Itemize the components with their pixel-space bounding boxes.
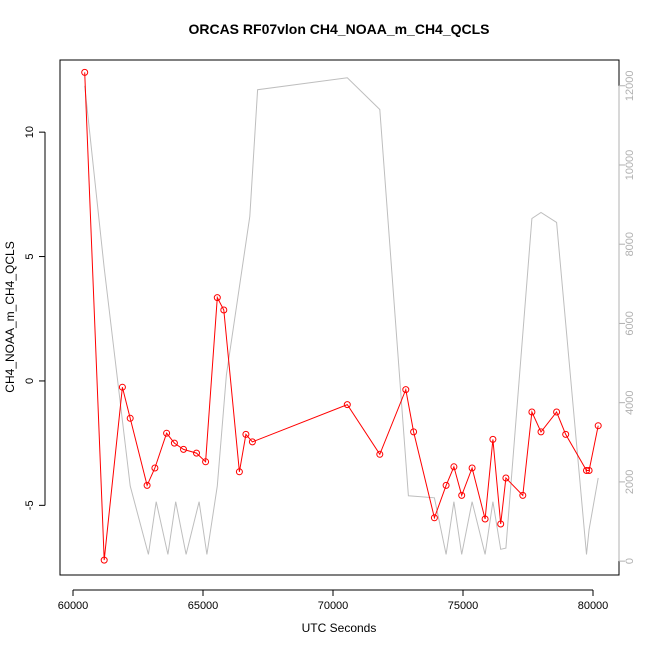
y2-tick-label: 8000 [624,232,636,256]
data-point-31 [537,428,545,436]
x-tick-label: 70000 [318,600,349,612]
data-point-0 [81,68,89,76]
y-tick-label: 10 [24,126,36,138]
y-tick-label: -5 [24,500,36,510]
data-point-14 [242,430,250,438]
data-point-33 [562,430,570,438]
data-point-32 [553,408,561,416]
right-axis-series-line [84,77,599,555]
data-point-23 [458,491,466,499]
data-point-2 [118,383,126,391]
y-tick-label: 0 [24,378,36,384]
data-point-18 [402,386,410,394]
chart-title: ORCAS RF07vlon CH4_NOAA_m_CH4_QCLS [188,21,489,37]
data-point-7 [170,439,178,447]
data-point-16 [343,401,351,409]
y-axis-right: 0 2000 4000 6000 8000 10000 12000 [618,71,636,564]
data-point-15 [248,438,256,446]
x-tick-label: 75000 [448,600,479,612]
x-axis-label: UTC Seconds [302,621,377,635]
left-axis-series-layer [81,68,602,564]
data-point-20 [430,514,438,522]
x-tick-label: 65000 [188,600,219,612]
data-point-9 [193,449,200,457]
data-point-6 [163,429,171,437]
data-point-8 [180,445,187,453]
data-point-5 [151,464,159,472]
y2-tick-label: 12000 [624,71,636,102]
x-tick-label: 80000 [578,600,609,612]
x-tick-label: 60000 [58,600,89,612]
data-point-4 [143,481,151,489]
y2-tick-label: 2000 [624,470,636,494]
plot-frame [59,59,620,576]
data-point-35 [585,467,593,474]
data-point-27 [497,520,505,528]
right-axis-series-layer [84,77,599,555]
y2-tick-label: 0 [624,558,636,564]
data-point-30 [528,408,536,416]
data-point-19 [410,428,418,436]
data-point-12 [220,306,228,314]
left-axis-series-line [84,72,599,561]
x-axis: 60000 65000 70000 75000 80000 [58,589,609,612]
data-point-21 [442,481,450,489]
data-point-36 [594,422,602,430]
data-point-26 [489,435,497,443]
data-point-10 [202,458,210,466]
data-point-11 [213,294,221,302]
y-tick-label: 5 [24,253,36,259]
data-point-3 [126,414,134,422]
data-point-13 [235,468,243,476]
data-point-34 [583,467,590,474]
data-point-17 [376,450,384,458]
data-point-1 [100,556,108,564]
y-axis-left: -5 0 5 10 [24,126,46,510]
data-point-22 [450,463,458,471]
y2-tick-label: 4000 [624,390,636,414]
y2-tick-label: 6000 [624,311,636,335]
y2-tick-label: 10000 [624,150,636,181]
data-point-29 [519,491,527,499]
data-point-28 [502,474,510,482]
data-point-24 [468,464,476,472]
y-axis-label: CH4_NOAA_m_CH4_QCLS [3,241,17,392]
data-point-25 [481,515,489,523]
